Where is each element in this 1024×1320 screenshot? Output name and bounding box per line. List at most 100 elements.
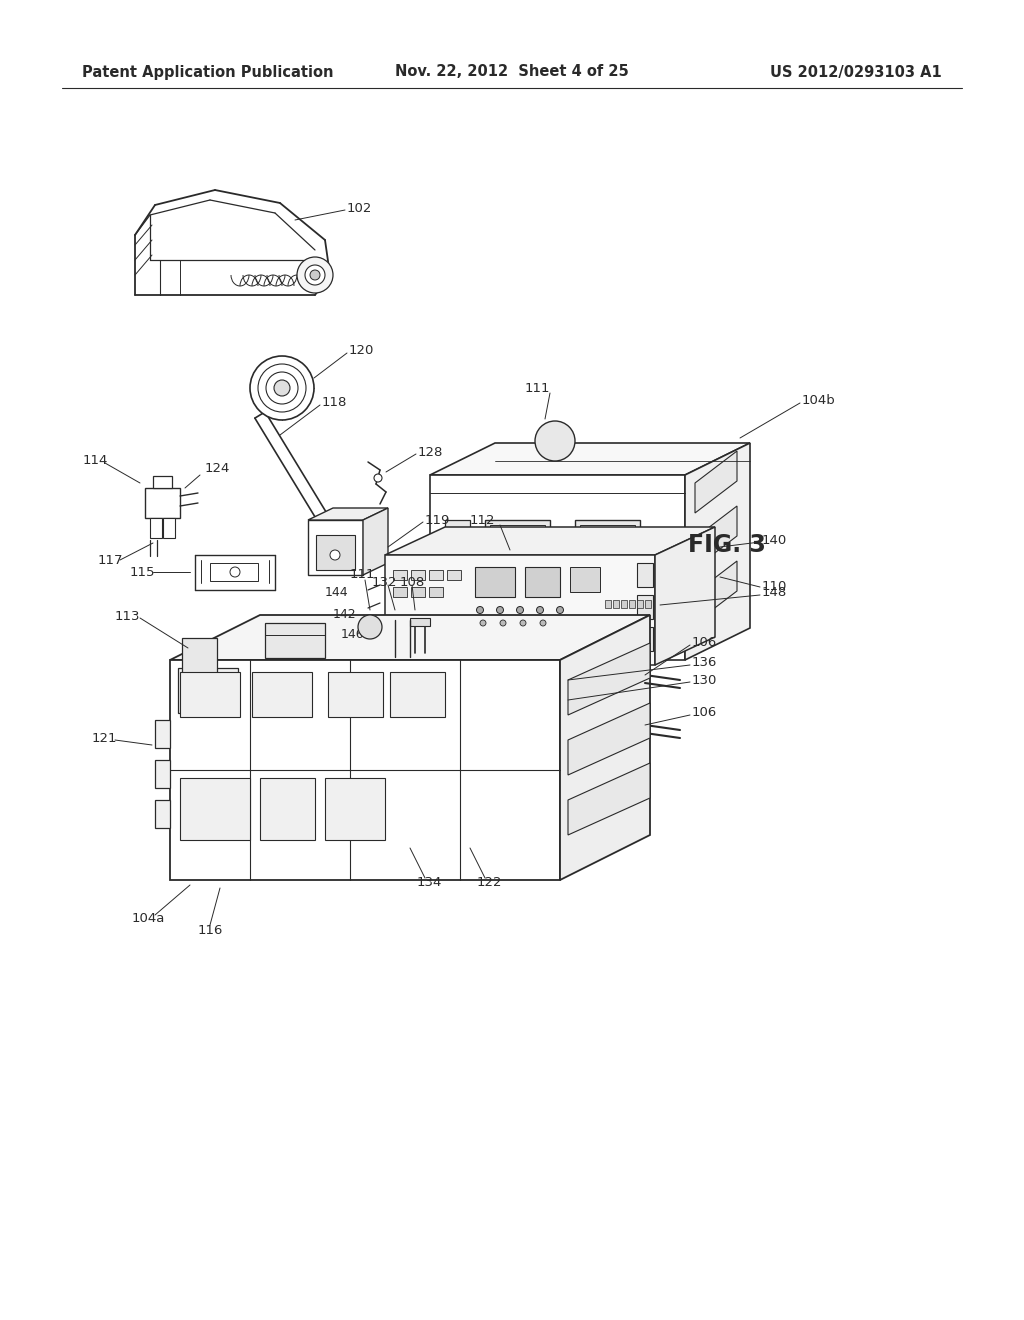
Text: 113: 113: [115, 610, 140, 623]
Circle shape: [305, 265, 325, 285]
Circle shape: [520, 620, 526, 626]
Bar: [637, 601, 643, 609]
Text: 128: 128: [418, 446, 443, 458]
Bar: [260, 777, 315, 840]
Bar: [429, 570, 443, 579]
Text: 104b: 104b: [802, 395, 836, 408]
Bar: [447, 570, 461, 579]
Bar: [390, 672, 445, 717]
Text: 108: 108: [400, 577, 425, 590]
Text: 148: 148: [762, 586, 787, 599]
Text: 119: 119: [425, 513, 451, 527]
Text: 106: 106: [692, 636, 717, 649]
Bar: [178, 668, 238, 713]
Circle shape: [230, 568, 240, 577]
Bar: [487, 634, 509, 651]
Bar: [163, 517, 175, 539]
Text: 136: 136: [692, 656, 718, 669]
Bar: [393, 587, 407, 597]
Bar: [490, 525, 545, 557]
Bar: [637, 564, 653, 587]
Text: 142: 142: [333, 607, 356, 620]
Text: Nov. 22, 2012  Sheet 4 of 25: Nov. 22, 2012 Sheet 4 of 25: [395, 65, 629, 79]
Text: 132: 132: [372, 577, 397, 590]
Circle shape: [330, 550, 340, 560]
Circle shape: [274, 380, 290, 396]
Bar: [570, 568, 600, 591]
Polygon shape: [308, 508, 388, 520]
Bar: [308, 520, 362, 576]
Text: 117: 117: [98, 553, 124, 566]
Text: 104a: 104a: [132, 912, 165, 924]
Text: 124: 124: [205, 462, 230, 474]
Polygon shape: [568, 763, 650, 836]
Bar: [145, 488, 180, 517]
Circle shape: [535, 421, 575, 461]
Polygon shape: [568, 643, 650, 715]
Text: 118: 118: [322, 396, 347, 409]
Polygon shape: [568, 704, 650, 775]
Circle shape: [250, 356, 314, 420]
Circle shape: [374, 474, 382, 482]
Text: 106: 106: [692, 706, 717, 719]
Polygon shape: [695, 451, 737, 513]
Text: 102: 102: [347, 202, 373, 214]
Text: 112: 112: [470, 513, 496, 527]
Bar: [155, 719, 170, 748]
Text: 115: 115: [130, 565, 156, 578]
Bar: [475, 568, 515, 597]
Bar: [265, 623, 325, 657]
Polygon shape: [655, 527, 715, 665]
Bar: [410, 618, 430, 626]
Polygon shape: [362, 508, 388, 576]
Polygon shape: [430, 444, 750, 475]
Circle shape: [556, 606, 563, 614]
Bar: [637, 627, 653, 651]
Bar: [430, 475, 685, 660]
Text: 114: 114: [83, 454, 109, 467]
Bar: [485, 520, 550, 562]
Bar: [328, 672, 383, 717]
Bar: [525, 568, 560, 597]
Polygon shape: [560, 615, 650, 880]
Polygon shape: [385, 527, 715, 554]
Text: FIG. 3: FIG. 3: [688, 533, 766, 557]
Bar: [150, 517, 162, 539]
Text: 134: 134: [417, 876, 442, 890]
Text: 144: 144: [325, 586, 348, 599]
Polygon shape: [170, 615, 650, 660]
Bar: [427, 634, 449, 651]
Bar: [397, 634, 419, 651]
Circle shape: [480, 620, 486, 626]
Bar: [429, 587, 443, 597]
Bar: [445, 520, 470, 562]
Bar: [180, 777, 250, 840]
Circle shape: [497, 606, 504, 614]
Text: 122: 122: [477, 876, 503, 890]
Bar: [621, 601, 627, 609]
Text: Patent Application Publication: Patent Application Publication: [82, 65, 334, 79]
Circle shape: [297, 257, 333, 293]
Bar: [153, 477, 172, 488]
Bar: [517, 634, 539, 651]
Text: 110: 110: [762, 581, 787, 594]
Polygon shape: [695, 561, 737, 623]
Text: 130: 130: [692, 673, 718, 686]
Bar: [411, 587, 425, 597]
Polygon shape: [685, 444, 750, 660]
Bar: [629, 601, 635, 609]
Circle shape: [476, 606, 483, 614]
Bar: [155, 760, 170, 788]
Bar: [411, 570, 425, 579]
Bar: [252, 672, 312, 717]
Text: 146: 146: [341, 628, 365, 642]
Circle shape: [537, 606, 544, 614]
Bar: [182, 638, 217, 693]
Circle shape: [516, 606, 523, 614]
Text: 120: 120: [349, 345, 375, 358]
Bar: [645, 601, 651, 609]
Circle shape: [310, 271, 319, 280]
Bar: [393, 570, 407, 579]
Circle shape: [540, 620, 546, 626]
Text: 116: 116: [198, 924, 223, 936]
